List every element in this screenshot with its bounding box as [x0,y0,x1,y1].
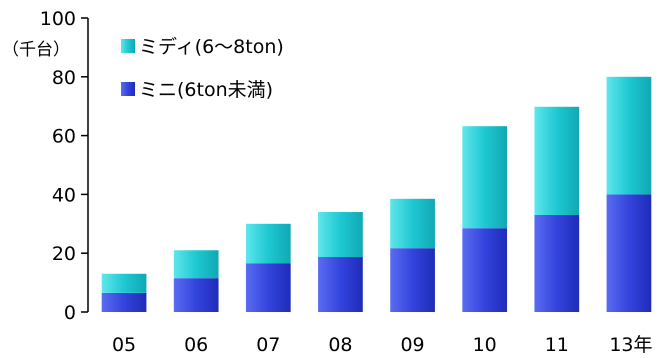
bar-mini-7 [606,194,652,312]
y-axis-unit-label: （千台） [2,40,70,60]
y-tick-label: 0 [64,302,76,324]
y-tick-label: 100 [40,8,76,30]
x-tick-label: 09 [400,334,424,356]
legend-label-mini: ミニ(6ton未満) [139,79,273,101]
bar-midi-3 [318,212,363,258]
bar-mini-6 [534,214,580,312]
bar-midi-7 [606,76,652,195]
legend-swatch-mini [121,82,135,96]
y-tick-label: 80 [52,67,76,89]
bar-mini-3 [318,257,363,312]
bar-midi-4 [390,198,435,249]
bar-mini-5 [462,228,508,312]
bar-midi-6 [534,106,580,215]
y-tick-label: 20 [52,243,76,265]
y-ticks: 0 20 40 60 80 100 [40,8,88,324]
bar-mini-4 [390,248,435,312]
legend-swatch-midi [121,39,135,53]
x-tick-label: 13年 [609,334,652,356]
x-tick-label: 10 [473,334,497,356]
legend-label-midi: ミディ(6～8ton) [139,36,284,58]
x-tick-label: 05 [112,334,136,356]
legend: ミディ(6～8ton) ミニ(6ton未満) [121,36,284,101]
x-tick-label: 11 [545,334,569,356]
y-tick-label: 40 [52,184,76,206]
bars [101,76,652,312]
bar-midi-1 [173,250,219,279]
bar-mini-2 [245,263,291,312]
bar-midi-5 [462,126,508,229]
x-ticks: 05 06 07 08 09 10 11 13年 [112,334,653,356]
x-tick-label: 07 [256,334,280,356]
y-tick-label: 60 [52,126,76,148]
legend-item-midi: ミディ(6～8ton) [121,36,284,58]
x-tick-label: 06 [184,334,208,356]
bar-midi-2 [245,223,291,264]
legend-item-mini: ミニ(6ton未満) [121,79,273,101]
bar-mini-1 [173,278,219,312]
x-tick-label: 08 [328,334,352,356]
bar-mini-0 [101,292,147,312]
bar-midi-0 [101,273,147,293]
